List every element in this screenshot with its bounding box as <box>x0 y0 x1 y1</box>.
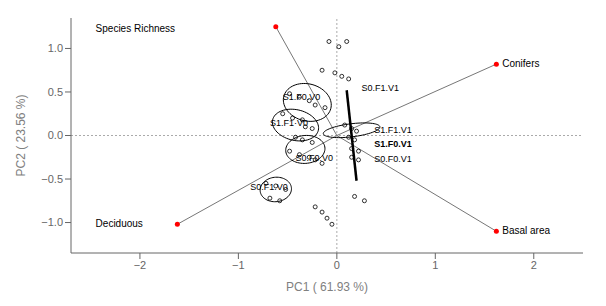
svg-text:S0.F0.V0: S0.F0.V0 <box>295 153 333 163</box>
svg-text:S0.F1.V0: S0.F1.V0 <box>250 182 288 192</box>
svg-text:Conifers: Conifers <box>502 58 539 69</box>
svg-text:−2: −2 <box>134 259 147 271</box>
svg-text:−0.5: −0.5 <box>41 173 63 185</box>
svg-text:S1.F0.V0: S1.F0.V0 <box>283 92 321 102</box>
svg-text:S0.F1.V1: S0.F1.V1 <box>361 83 399 93</box>
svg-text:2: 2 <box>531 259 537 271</box>
svg-text:S1.F1.V1: S1.F1.V1 <box>374 125 412 135</box>
svg-text:Basal area: Basal area <box>502 225 550 236</box>
svg-text:PC2 ( 23.56 %): PC2 ( 23.56 %) <box>14 94 28 176</box>
svg-text:PC1 ( 61.93 %): PC1 ( 61.93 %) <box>286 280 368 294</box>
svg-text:0.0: 0.0 <box>48 129 63 141</box>
svg-text:0.5: 0.5 <box>48 86 63 98</box>
svg-text:S1.F1·V0: S1.F1·V0 <box>270 118 308 128</box>
svg-text:1.0: 1.0 <box>48 42 63 54</box>
svg-text:Deciduous: Deciduous <box>96 218 143 229</box>
svg-text:−1.0: −1.0 <box>41 216 63 228</box>
svg-text:S1.F0.V1: S1.F0.V1 <box>374 139 412 149</box>
svg-text:−1: −1 <box>232 259 245 271</box>
svg-text:Species Richness: Species Richness <box>96 23 175 34</box>
svg-text:1: 1 <box>432 259 438 271</box>
svg-text:0: 0 <box>334 259 340 271</box>
svg-text:S0.F0.V1: S0.F0.V1 <box>374 154 412 164</box>
